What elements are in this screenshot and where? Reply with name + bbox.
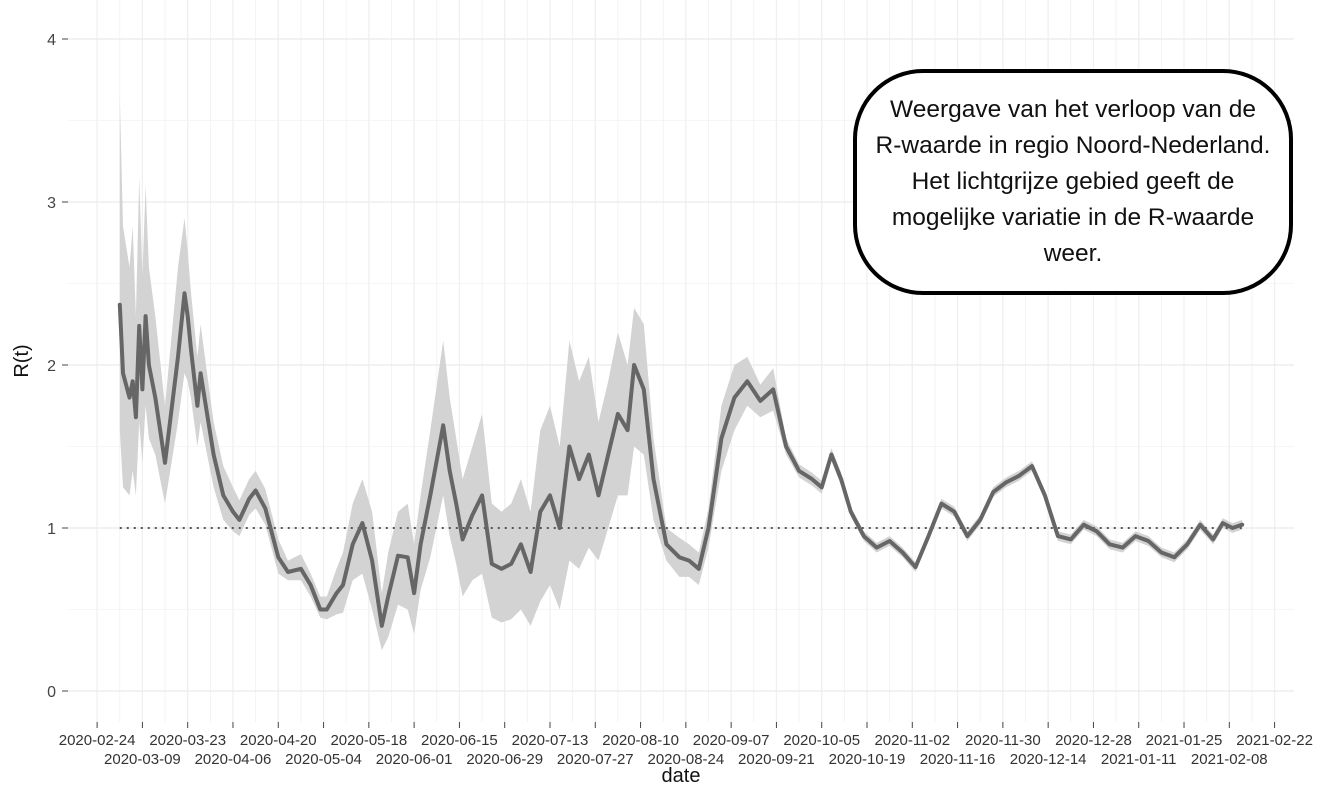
annotation-text: Weergave van het verloop van de R-waarde… [875, 96, 1271, 267]
x-tick-label: 2020-12-28 [1055, 732, 1132, 749]
x-tick-label: 2020-04-20 [240, 732, 317, 749]
x-tick-label: 2020-09-07 [693, 732, 770, 749]
x-tick-label: 2020-10-05 [783, 732, 860, 749]
y-tick-label: 1 [47, 521, 56, 538]
x-tick-label: 2020-03-09 [104, 751, 181, 768]
confidence-band-area [119, 96, 1243, 651]
x-tick-label: 2020-05-04 [285, 751, 362, 768]
grid-lines [68, 0, 1294, 722]
x-tick-label: 2020-05-18 [330, 732, 407, 749]
y-tick-label: 3 [47, 195, 56, 212]
x-tick-label: 2020-07-27 [557, 751, 634, 768]
x-tick-label: 2020-10-19 [829, 751, 906, 768]
y-tick-label: 0 [47, 684, 56, 701]
x-tick-label: 2020-09-21 [738, 751, 815, 768]
y-tick-label: 4 [47, 32, 56, 49]
series-line [117, 291, 1245, 628]
confidence-band [119, 96, 1243, 651]
x-tick-label: 2020-02-24 [59, 732, 136, 749]
x-tick-label: 2020-03-23 [149, 732, 226, 749]
x-tick-label: 2021-01-25 [1146, 732, 1223, 749]
x-tick-label: 2020-08-24 [647, 751, 724, 768]
y-axis-title: R(t) [11, 344, 33, 377]
x-tick-label: 2021-02-22 [1236, 732, 1313, 749]
x-tick-label: 2020-06-01 [376, 751, 453, 768]
y-tick-label: 2 [47, 358, 56, 375]
r-value-series [117, 291, 1245, 628]
x-tick-label: 2020-04-06 [195, 751, 272, 768]
x-tick-label: 2020-11-30 [965, 732, 1041, 749]
x-tick-label: 2020-11-16 [920, 751, 996, 768]
x-tick-label: 2020-06-15 [421, 732, 498, 749]
x-tick-label: 2020-06-29 [466, 751, 543, 768]
x-tick-label: 2020-11-02 [874, 732, 950, 749]
x-axis-title: date [662, 765, 701, 787]
x-tick-label: 2020-07-13 [512, 732, 589, 749]
annotation-callout: Weergave van het verloop van de R-waarde… [853, 69, 1293, 295]
x-tick-label: 2021-02-08 [1191, 751, 1268, 768]
x-tick-label: 2020-12-14 [1010, 751, 1087, 768]
x-tick-label: 2021-01-11 [1101, 751, 1177, 768]
y-axis: 0 1 2 3 4 [47, 32, 68, 701]
x-tick-label: 2020-08-10 [602, 732, 679, 749]
x-axis: 2020-02-24 2020-03-23 2020-04-20 2020-05-18… [59, 722, 1313, 768]
